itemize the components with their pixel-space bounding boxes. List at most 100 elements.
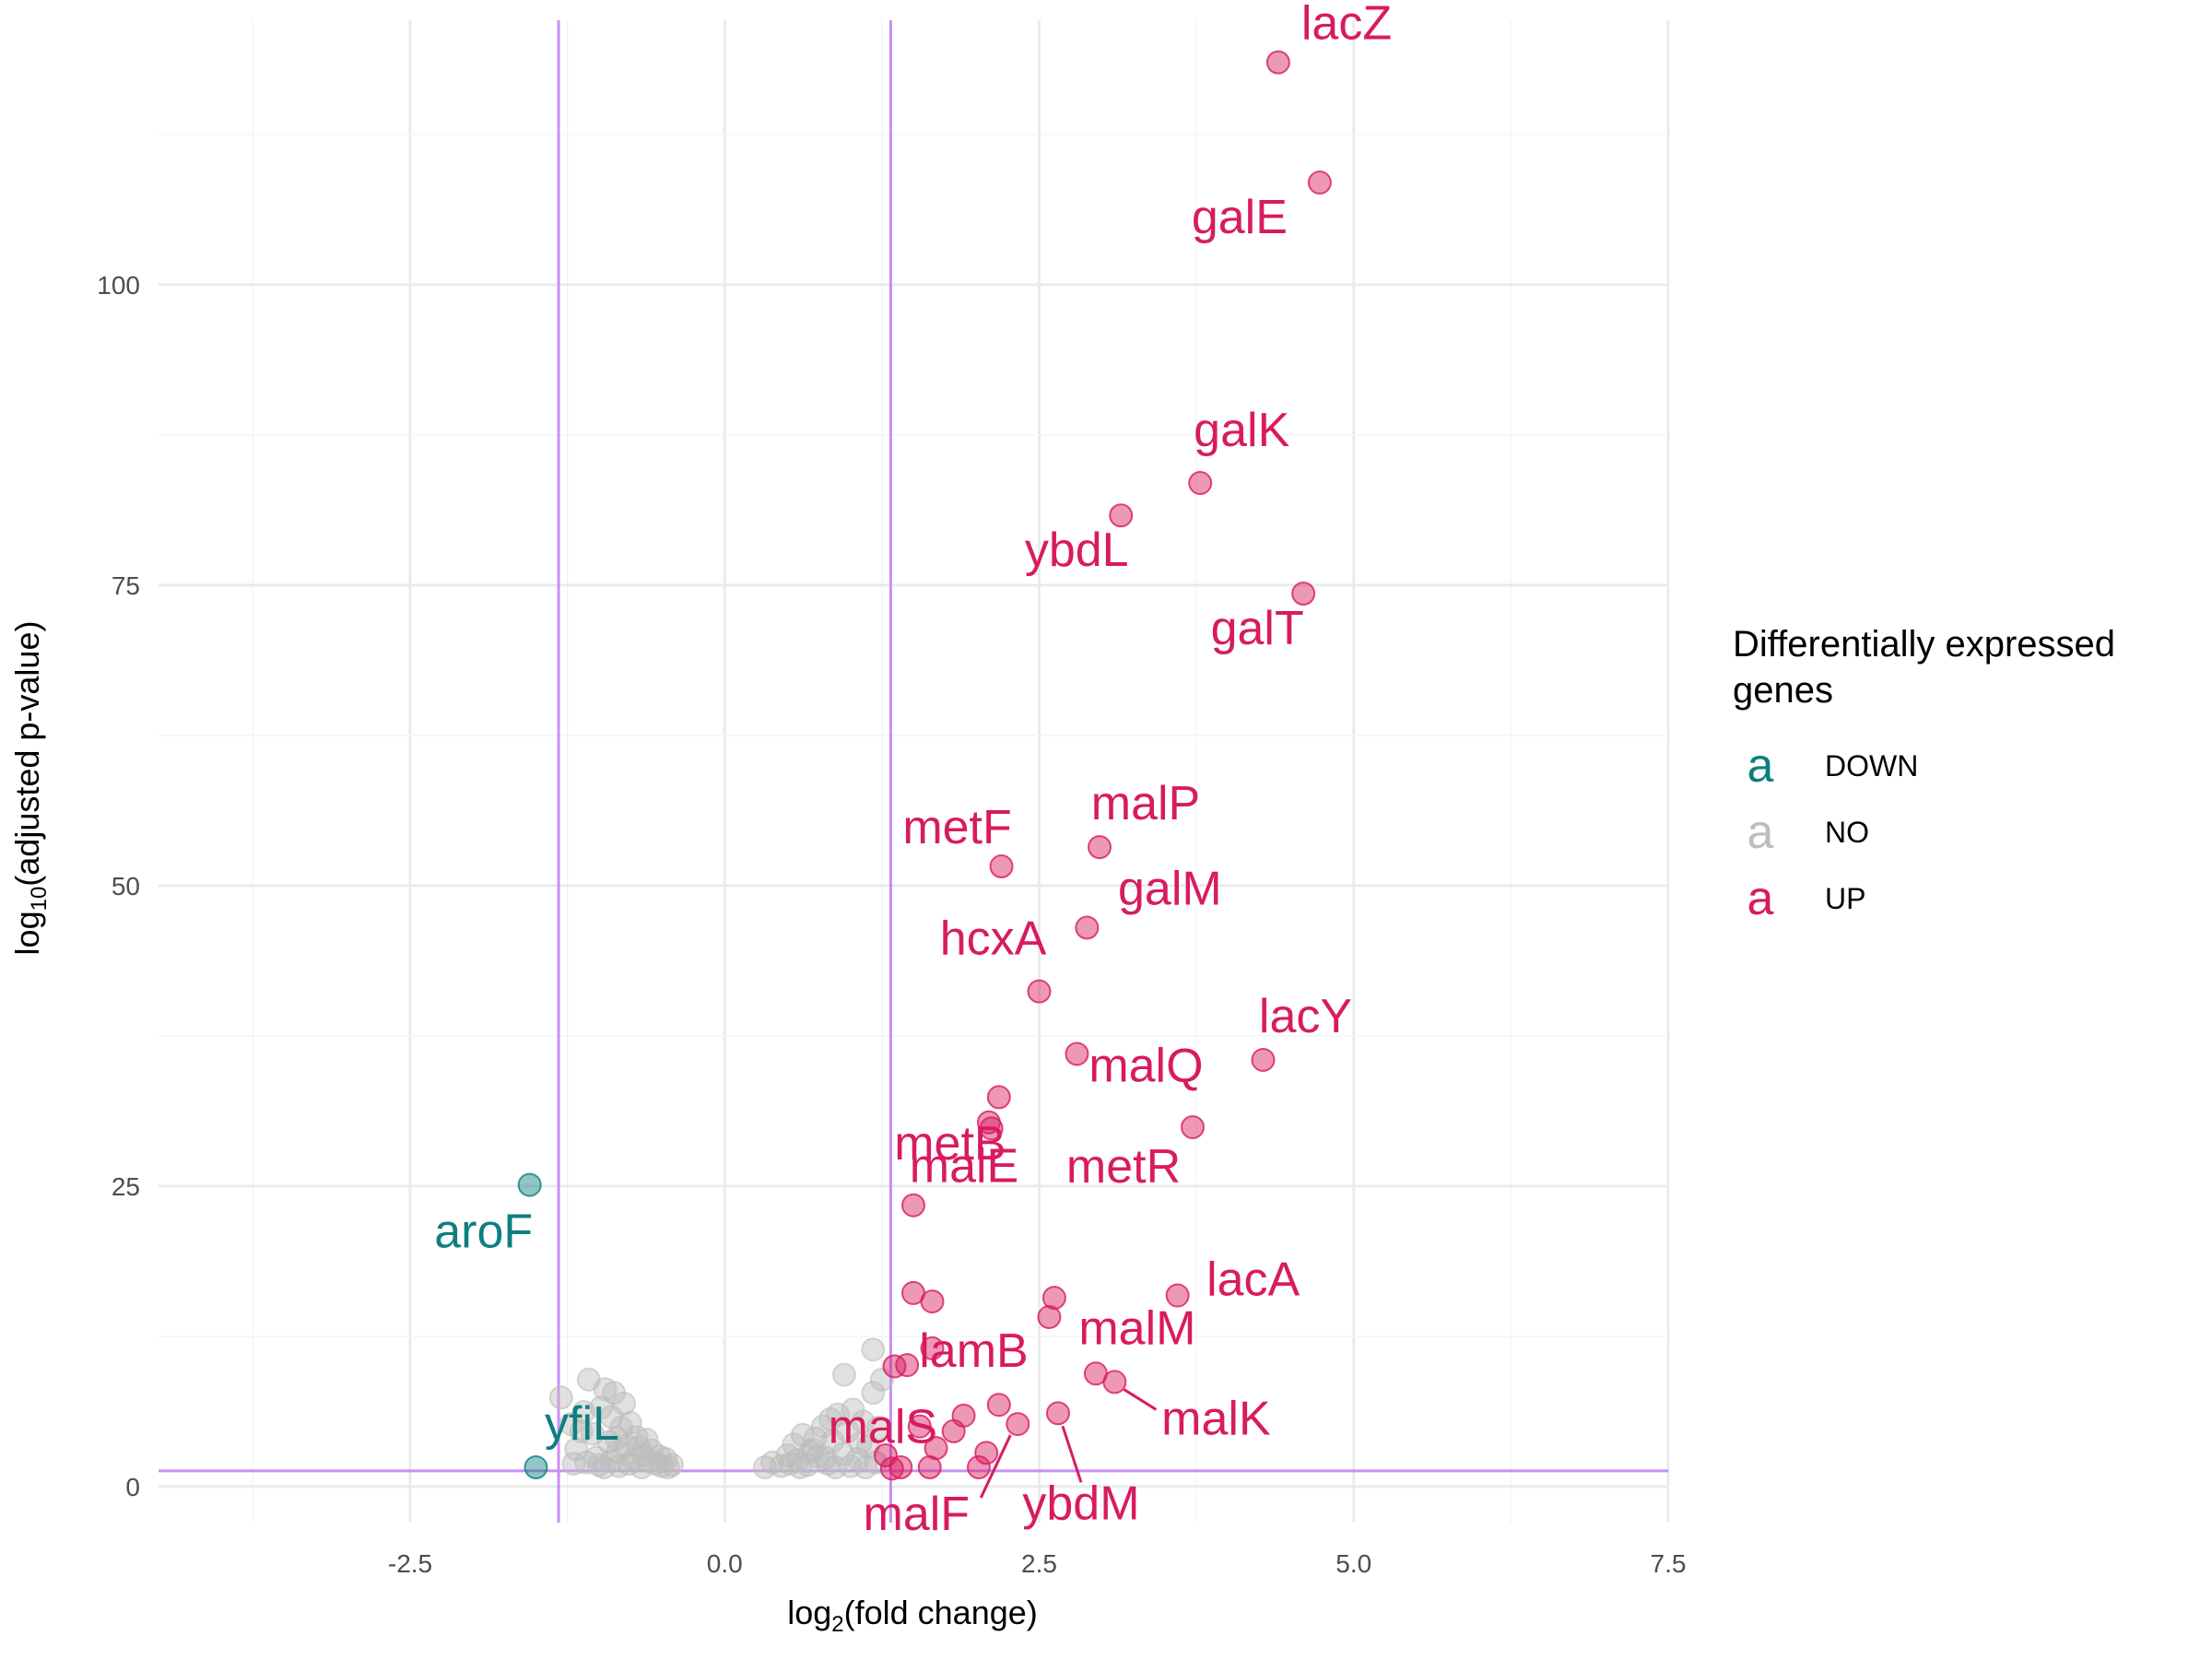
gene-label-galK: galK [1194, 404, 1289, 457]
ns-point [830, 1441, 855, 1466]
gene-label-hcxA: hcxA [940, 912, 1047, 966]
grid [159, 20, 1670, 1523]
ns-point [861, 1337, 886, 1362]
point-aroF [517, 1172, 542, 1197]
x-tick-label: -2.5 [388, 1549, 432, 1578]
data-points [517, 50, 1332, 1481]
gene-label-malP: malP [1091, 777, 1200, 830]
gene-label-ybdL: ybdL [1025, 524, 1129, 577]
gene-label-lacA: lacA [1206, 1253, 1300, 1307]
ns-point [853, 1455, 878, 1480]
up-point [1037, 1305, 1062, 1330]
gene-label-malS: malS [829, 1401, 937, 1454]
gene-label-galE: galE [1192, 191, 1288, 244]
gene-label-malM: malM [1078, 1301, 1195, 1355]
y-tick-label: 50 [112, 872, 140, 900]
point-lacA [1165, 1283, 1190, 1308]
gene-label-galT: galT [1211, 602, 1304, 655]
up-point [986, 1085, 1011, 1110]
point-ybdM [1045, 1401, 1070, 1426]
ns-point [571, 1400, 596, 1425]
ns-point [778, 1452, 803, 1477]
gene-label-metB: metB [894, 1117, 1006, 1171]
legend-key-down: a [1747, 739, 1774, 793]
point-lacZ [1265, 50, 1290, 75]
ns-point [629, 1455, 654, 1480]
point-yfiL [524, 1455, 548, 1480]
legend-key-up: a [1747, 872, 1774, 925]
up-point [917, 1455, 942, 1480]
up-point [882, 1354, 907, 1379]
point-galT [1291, 582, 1316, 606]
x-axis-ticks: -2.5 0.0 2.5 5.0 7.5 [388, 1549, 1687, 1578]
ns-point [618, 1410, 642, 1435]
point-malF [1006, 1412, 1030, 1437]
point-malP [1088, 835, 1112, 860]
ns-point [655, 1455, 680, 1480]
gene-labels: lacZ galE galK ybdL galT malP metF galM hcxA lacY… [434, 0, 1392, 1541]
leader-line-malF [979, 1434, 1012, 1499]
ns-point [659, 1453, 684, 1477]
up-point [974, 1441, 999, 1465]
ns-point [813, 1445, 838, 1470]
point-metB [976, 1110, 1001, 1135]
ns-point [848, 1430, 873, 1455]
leader-line-ybdM [1061, 1425, 1083, 1483]
legend-entries: a DOWN a NO a UP [1747, 739, 1919, 925]
gene-label-lacY: lacY [1259, 990, 1352, 1043]
ns-point [604, 1426, 629, 1451]
ns-point [831, 1362, 856, 1387]
legend-label-up: UP [1825, 882, 1865, 915]
point-ybdL [1109, 503, 1134, 528]
ns-point [861, 1381, 886, 1406]
gene-label-lacZ: lacZ [1301, 0, 1392, 51]
x-axis-title: log2(fold change) [787, 1594, 1038, 1637]
ns-point [561, 1452, 586, 1477]
up-point [941, 1418, 966, 1443]
y-axis-ticks: 0 25 50 75 100 [97, 271, 140, 1501]
ns-point [569, 1418, 594, 1443]
gene-label-malQ: malQ [1088, 1039, 1203, 1092]
ns-point [818, 1406, 842, 1431]
gene-label-metF: metF [902, 801, 1011, 854]
y-tick-label: 0 [125, 1473, 140, 1501]
point-malK [1102, 1370, 1127, 1394]
legend-label-down: DOWN [1825, 749, 1918, 782]
point-galM [1075, 915, 1100, 940]
point-metR [1181, 1114, 1206, 1139]
ns-point [548, 1385, 573, 1410]
gene-label-galM: galM [1118, 863, 1222, 916]
point-malE [901, 1193, 925, 1218]
x-tick-label: 0.0 [707, 1549, 743, 1578]
ns-point [841, 1397, 865, 1422]
point-lamB [920, 1335, 945, 1360]
gene-label-malK: malK [1161, 1392, 1271, 1445]
up-point [1041, 1286, 1066, 1311]
point-galE [1307, 171, 1332, 195]
up-point [888, 1455, 913, 1480]
x-tick-label: 2.5 [1021, 1549, 1057, 1578]
up-point [879, 1456, 904, 1481]
legend-label-no: NO [1825, 816, 1869, 849]
label-leader-lines [979, 1388, 1158, 1499]
leader-line-malK [1123, 1388, 1158, 1411]
up-point [966, 1455, 991, 1480]
threshold-lines [159, 20, 1668, 1523]
up-point [986, 1393, 1011, 1418]
y-tick-label: 100 [97, 271, 140, 300]
point-hcxA [1027, 979, 1052, 1004]
gene-label-metR: metR [1066, 1140, 1181, 1194]
gene-label-ybdM: ybdM [1022, 1477, 1139, 1530]
gene-label-lamB: lamB [919, 1324, 1028, 1378]
point-galK [1188, 471, 1213, 496]
x-tick-label: 5.0 [1335, 1549, 1371, 1578]
gene-label-malF: malF [864, 1488, 971, 1541]
gene-label-aroF: aroF [434, 1206, 533, 1259]
y-tick-label: 75 [112, 571, 140, 600]
ns-point [803, 1426, 828, 1451]
y-axis-title: log10(adjusted p-value) [8, 621, 52, 956]
point-malQ [1065, 1041, 1089, 1066]
y-tick-label: 25 [112, 1172, 140, 1201]
